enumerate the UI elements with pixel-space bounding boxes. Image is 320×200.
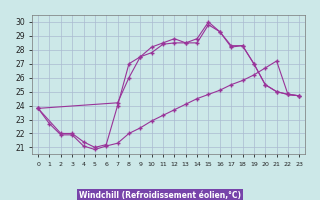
Text: Windchill (Refroidissement éolien,°C): Windchill (Refroidissement éolien,°C): [79, 191, 241, 200]
